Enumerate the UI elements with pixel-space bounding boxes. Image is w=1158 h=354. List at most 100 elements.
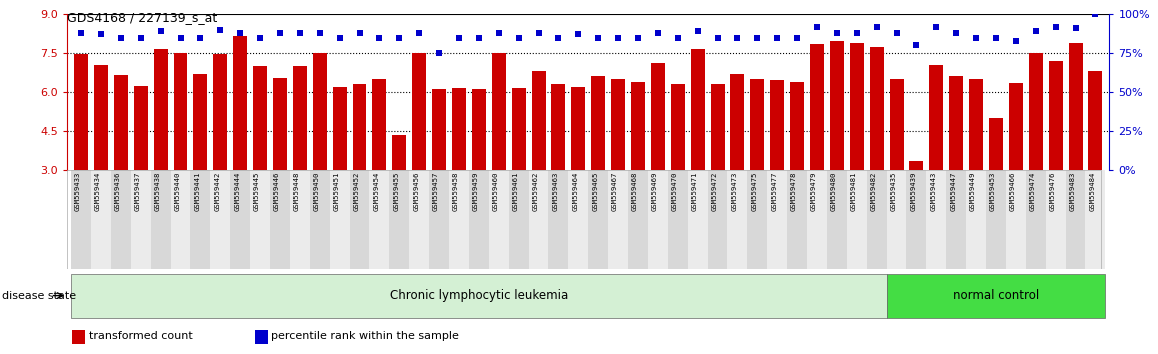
Text: percentile rank within the sample: percentile rank within the sample: [271, 331, 460, 342]
Bar: [389, 170, 409, 269]
Text: transformed count: transformed count: [89, 331, 192, 342]
Bar: [946, 170, 966, 269]
Text: GSM559478: GSM559478: [791, 172, 797, 211]
Text: GSM559479: GSM559479: [811, 172, 818, 211]
Point: [609, 35, 628, 40]
Bar: [313, 53, 327, 170]
Text: GSM559469: GSM559469: [652, 172, 658, 211]
Text: GSM559458: GSM559458: [453, 172, 459, 211]
Text: GSM559455: GSM559455: [394, 172, 400, 211]
Point: [529, 30, 548, 36]
Point: [291, 30, 309, 36]
Bar: [588, 170, 608, 269]
Text: GSM559444: GSM559444: [234, 172, 240, 211]
Bar: [74, 55, 88, 170]
Text: GSM559468: GSM559468: [632, 172, 638, 211]
Bar: [950, 76, 963, 170]
Bar: [870, 47, 884, 170]
Bar: [113, 75, 127, 170]
Point: [728, 35, 747, 40]
Text: GSM559438: GSM559438: [155, 172, 161, 211]
Point: [490, 30, 508, 36]
Text: GSM559482: GSM559482: [871, 172, 877, 211]
Text: GSM559462: GSM559462: [533, 172, 538, 211]
Text: GSM559457: GSM559457: [433, 172, 439, 211]
Bar: [369, 170, 389, 269]
Bar: [489, 170, 508, 269]
Point: [171, 35, 190, 40]
Text: GSM559466: GSM559466: [1010, 172, 1016, 211]
Text: GSM559443: GSM559443: [930, 172, 937, 211]
Bar: [549, 170, 569, 269]
Point: [310, 30, 329, 36]
Text: GSM559459: GSM559459: [472, 172, 479, 211]
Bar: [790, 82, 804, 170]
Point: [928, 24, 946, 29]
Text: GSM559464: GSM559464: [572, 172, 578, 211]
Bar: [250, 170, 270, 269]
Bar: [393, 135, 406, 170]
Bar: [569, 170, 588, 269]
Bar: [668, 170, 688, 269]
Point: [867, 24, 886, 29]
FancyBboxPatch shape: [887, 274, 1106, 318]
Text: disease state: disease state: [2, 291, 76, 301]
Bar: [850, 43, 864, 170]
Point: [629, 35, 647, 40]
Bar: [190, 170, 211, 269]
Bar: [1028, 53, 1042, 170]
Text: GSM559440: GSM559440: [175, 172, 181, 211]
Bar: [787, 170, 807, 269]
Point: [947, 30, 966, 36]
Point: [828, 30, 846, 36]
Point: [1026, 28, 1045, 34]
Bar: [373, 79, 387, 170]
Point: [111, 35, 130, 40]
Point: [390, 35, 409, 40]
Bar: [690, 49, 704, 170]
Point: [967, 35, 985, 40]
Point: [211, 27, 229, 33]
Text: GSM559461: GSM559461: [513, 172, 519, 211]
Bar: [432, 90, 446, 170]
Point: [808, 24, 827, 29]
Point: [271, 30, 290, 36]
Bar: [213, 55, 227, 170]
Point: [230, 30, 249, 36]
Text: GSM559470: GSM559470: [672, 172, 677, 211]
Point: [251, 35, 270, 40]
Text: Chronic lymphocytic leukemia: Chronic lymphocytic leukemia: [390, 289, 567, 302]
Text: GSM559447: GSM559447: [951, 172, 957, 211]
Bar: [270, 170, 290, 269]
Text: GSM559448: GSM559448: [294, 172, 300, 211]
Text: GSM559481: GSM559481: [851, 172, 857, 211]
Bar: [131, 170, 151, 269]
Bar: [770, 80, 784, 170]
Bar: [670, 84, 684, 170]
Bar: [1009, 83, 1023, 170]
Bar: [1085, 170, 1106, 269]
Bar: [907, 170, 926, 269]
Point: [510, 35, 528, 40]
Bar: [827, 170, 846, 269]
Bar: [412, 53, 426, 170]
Text: GSM559473: GSM559473: [732, 172, 738, 211]
Text: GSM559467: GSM559467: [613, 172, 618, 211]
Bar: [254, 66, 267, 170]
Point: [1006, 38, 1025, 44]
Bar: [273, 78, 287, 170]
Text: GSM559471: GSM559471: [691, 172, 697, 211]
Bar: [830, 41, 844, 170]
Text: GSM559449: GSM559449: [970, 172, 976, 211]
Text: GSM559445: GSM559445: [254, 172, 261, 211]
Bar: [449, 170, 469, 269]
Bar: [811, 44, 824, 170]
Text: GSM559476: GSM559476: [1049, 172, 1056, 211]
Bar: [731, 74, 745, 170]
Bar: [255, 330, 267, 344]
Bar: [648, 170, 668, 269]
Bar: [532, 71, 545, 170]
Bar: [571, 87, 585, 170]
Text: GSM559435: GSM559435: [891, 172, 896, 211]
Bar: [1026, 170, 1046, 269]
